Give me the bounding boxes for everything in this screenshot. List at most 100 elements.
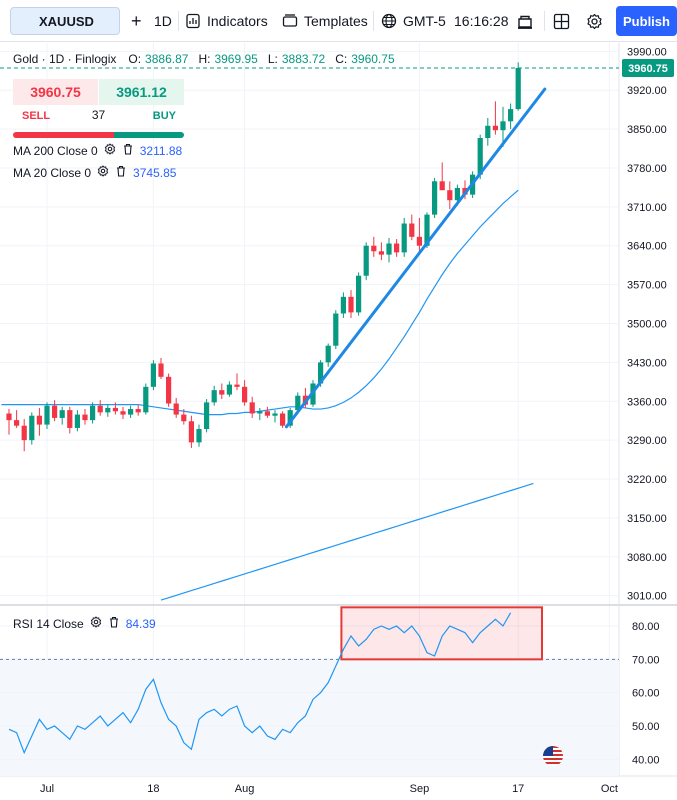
candle <box>97 400 103 416</box>
candle <box>287 407 293 428</box>
trash-icon[interactable] <box>122 143 134 158</box>
gear-icon[interactable] <box>104 143 116 158</box>
candle <box>74 410 80 432</box>
ma200-legend[interactable]: MA 200 Close 0 3211.88 <box>13 143 182 158</box>
candle-body <box>295 395 301 411</box>
candle <box>242 380 248 406</box>
indicators-label: Indicators <box>207 13 268 29</box>
interval-button[interactable]: 1D <box>154 0 172 42</box>
candle-body <box>112 407 118 412</box>
low-label: L: <box>267 52 278 66</box>
candle <box>249 396 255 418</box>
candle-body <box>477 137 483 175</box>
gear-icon[interactable] <box>97 165 109 180</box>
gear-icon[interactable] <box>90 616 102 631</box>
candle <box>485 117 491 146</box>
close-label: C: <box>335 52 348 66</box>
candle-body <box>272 413 278 416</box>
candle-body <box>257 411 263 414</box>
candle-body <box>318 362 324 384</box>
candle <box>36 407 42 436</box>
time-tick-label: Aug <box>235 783 255 795</box>
add-symbol-button[interactable]: + <box>131 0 142 42</box>
candle <box>219 383 225 400</box>
time-tick-label: 18 <box>147 783 159 795</box>
trash-icon[interactable] <box>115 165 127 180</box>
sell-label[interactable]: SELL <box>22 110 51 122</box>
candle-body <box>196 429 202 443</box>
buy-price-button[interactable]: 3961.12 <box>99 79 184 105</box>
candle-body <box>508 109 514 122</box>
timezone-label: GMT-5 <box>403 13 446 29</box>
price-tick-label: 3640.00 <box>627 241 667 253</box>
indicators-icon <box>185 13 201 29</box>
layout-button[interactable] <box>553 0 570 42</box>
candle <box>439 162 445 191</box>
candle-body <box>363 245 369 276</box>
price-tick-label: 3500.00 <box>627 319 667 331</box>
rsi-value: 84.39 <box>125 616 156 631</box>
candle-body <box>287 410 293 426</box>
candle <box>166 373 172 407</box>
gear-icon <box>586 13 603 30</box>
timezone-button[interactable]: GMT-5 <box>381 0 446 42</box>
indicators-button[interactable]: Indicators <box>185 0 268 42</box>
candle-body <box>447 190 453 201</box>
trash-icon[interactable] <box>108 616 120 631</box>
candle <box>67 406 73 434</box>
candle <box>515 62 521 111</box>
candle-body <box>21 425 27 441</box>
candle <box>409 214 415 241</box>
candle-body <box>44 405 50 425</box>
price-tick-label: 3710.00 <box>627 202 667 214</box>
rsi-tick-label: 80.00 <box>632 621 660 633</box>
candle-body <box>394 243 400 253</box>
candle-body <box>348 296 354 313</box>
candle <box>59 406 65 425</box>
sell-price-button[interactable]: 3960.75 <box>13 79 98 105</box>
ma20-legend[interactable]: MA 20 Close 0 3745.85 <box>13 165 176 180</box>
candle-body <box>439 181 445 191</box>
candle <box>371 236 377 257</box>
candle-body <box>226 384 232 395</box>
rsi-line <box>8 612 512 755</box>
candle <box>356 272 362 316</box>
candle-body <box>416 236 422 246</box>
candle <box>29 412 35 445</box>
buy-label[interactable]: BUY <box>152 110 176 122</box>
close-value: 3960.75 <box>351 52 395 66</box>
candle <box>340 292 346 318</box>
candle <box>150 360 156 391</box>
screenshot-button[interactable] <box>516 0 534 42</box>
price-tick-label: 3850.00 <box>627 124 667 136</box>
candle <box>272 410 278 423</box>
candle-body <box>340 296 346 314</box>
candle-body <box>485 125 491 138</box>
candle-body <box>143 386 149 413</box>
templates-button[interactable]: Templates <box>282 0 368 42</box>
candle <box>226 381 232 397</box>
candle <box>500 106 506 147</box>
candle-body <box>409 223 415 237</box>
time-tick-label: Jul <box>40 783 54 795</box>
candle <box>14 410 20 428</box>
time-tick-label: Sep <box>410 783 430 795</box>
candle-body <box>105 407 111 413</box>
rsi-legend[interactable]: RSI 14 Close 84.39 <box>13 616 156 631</box>
candle <box>416 217 422 254</box>
publish-button[interactable]: Publish <box>616 6 677 36</box>
trendline <box>284 87 547 429</box>
candle <box>105 404 111 417</box>
candle-body <box>515 67 521 110</box>
last-price-tag <box>622 58 674 77</box>
candle <box>280 411 286 428</box>
symbol-search-input[interactable]: XAUUSD <box>10 7 120 35</box>
us-flag-icon[interactable] <box>543 746 563 766</box>
candle-body <box>242 386 248 403</box>
candle-body <box>14 420 20 426</box>
price-tick-label: 3080.00 <box>627 552 667 564</box>
settings-button[interactable] <box>586 0 603 42</box>
candle-body <box>500 121 506 131</box>
price-tick-label: 3430.00 <box>627 357 667 369</box>
